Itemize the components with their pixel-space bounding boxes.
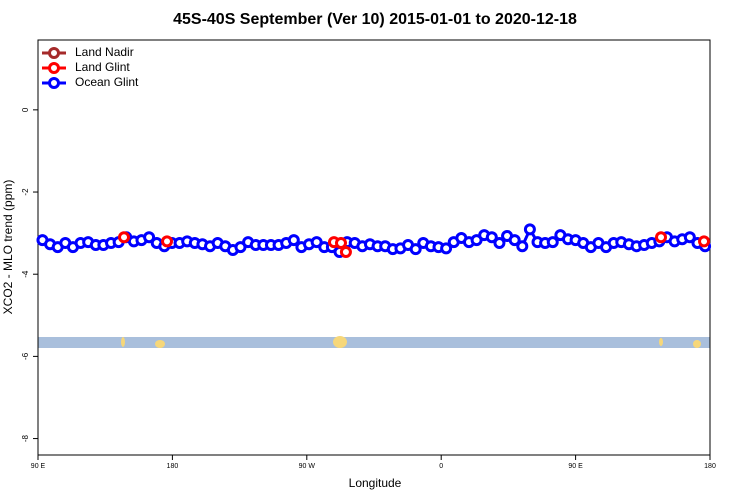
x-tick-label: 90 W bbox=[299, 463, 316, 470]
y-axis-label: XCO2 - MLO trend (ppm) bbox=[1, 180, 15, 315]
legend-label: Ocean Glint bbox=[75, 75, 139, 89]
point bbox=[334, 236, 347, 249]
chart-title: 45S-40S September (Ver 10) 2015-01-01 to… bbox=[173, 11, 577, 28]
point bbox=[546, 236, 559, 249]
point bbox=[143, 231, 156, 244]
x-tick-label: 90 E bbox=[568, 463, 583, 470]
legend-label: Land Nadir bbox=[75, 45, 134, 59]
legend-marker bbox=[48, 62, 60, 74]
y-tick-label: -4 bbox=[21, 270, 30, 278]
x-tick-label: 90 E bbox=[31, 463, 46, 470]
x-tick-label: 0 bbox=[439, 463, 443, 470]
point bbox=[493, 236, 506, 249]
x-axis-label: Longitude bbox=[349, 476, 402, 490]
point bbox=[655, 231, 668, 244]
point bbox=[118, 231, 131, 244]
y-tick-label: -8 bbox=[21, 434, 30, 442]
y-tick-label: -6 bbox=[21, 352, 30, 360]
point bbox=[409, 243, 422, 256]
point bbox=[516, 240, 529, 253]
point bbox=[287, 234, 300, 247]
legend-marker bbox=[48, 77, 60, 89]
point bbox=[440, 242, 453, 255]
y-tick-label: -2 bbox=[21, 188, 30, 196]
legend-marker bbox=[48, 47, 60, 59]
y-tick-label: 0 bbox=[21, 107, 30, 112]
x-tick-label: 180 bbox=[704, 463, 716, 470]
point bbox=[339, 246, 352, 259]
x-tick-label: 180 bbox=[167, 463, 179, 470]
point bbox=[161, 235, 174, 248]
land-strip bbox=[38, 336, 710, 348]
legend-label: Land Glint bbox=[75, 60, 130, 74]
point bbox=[698, 235, 711, 248]
point bbox=[508, 234, 521, 247]
point bbox=[683, 231, 696, 244]
point bbox=[485, 231, 498, 244]
point bbox=[523, 223, 536, 236]
